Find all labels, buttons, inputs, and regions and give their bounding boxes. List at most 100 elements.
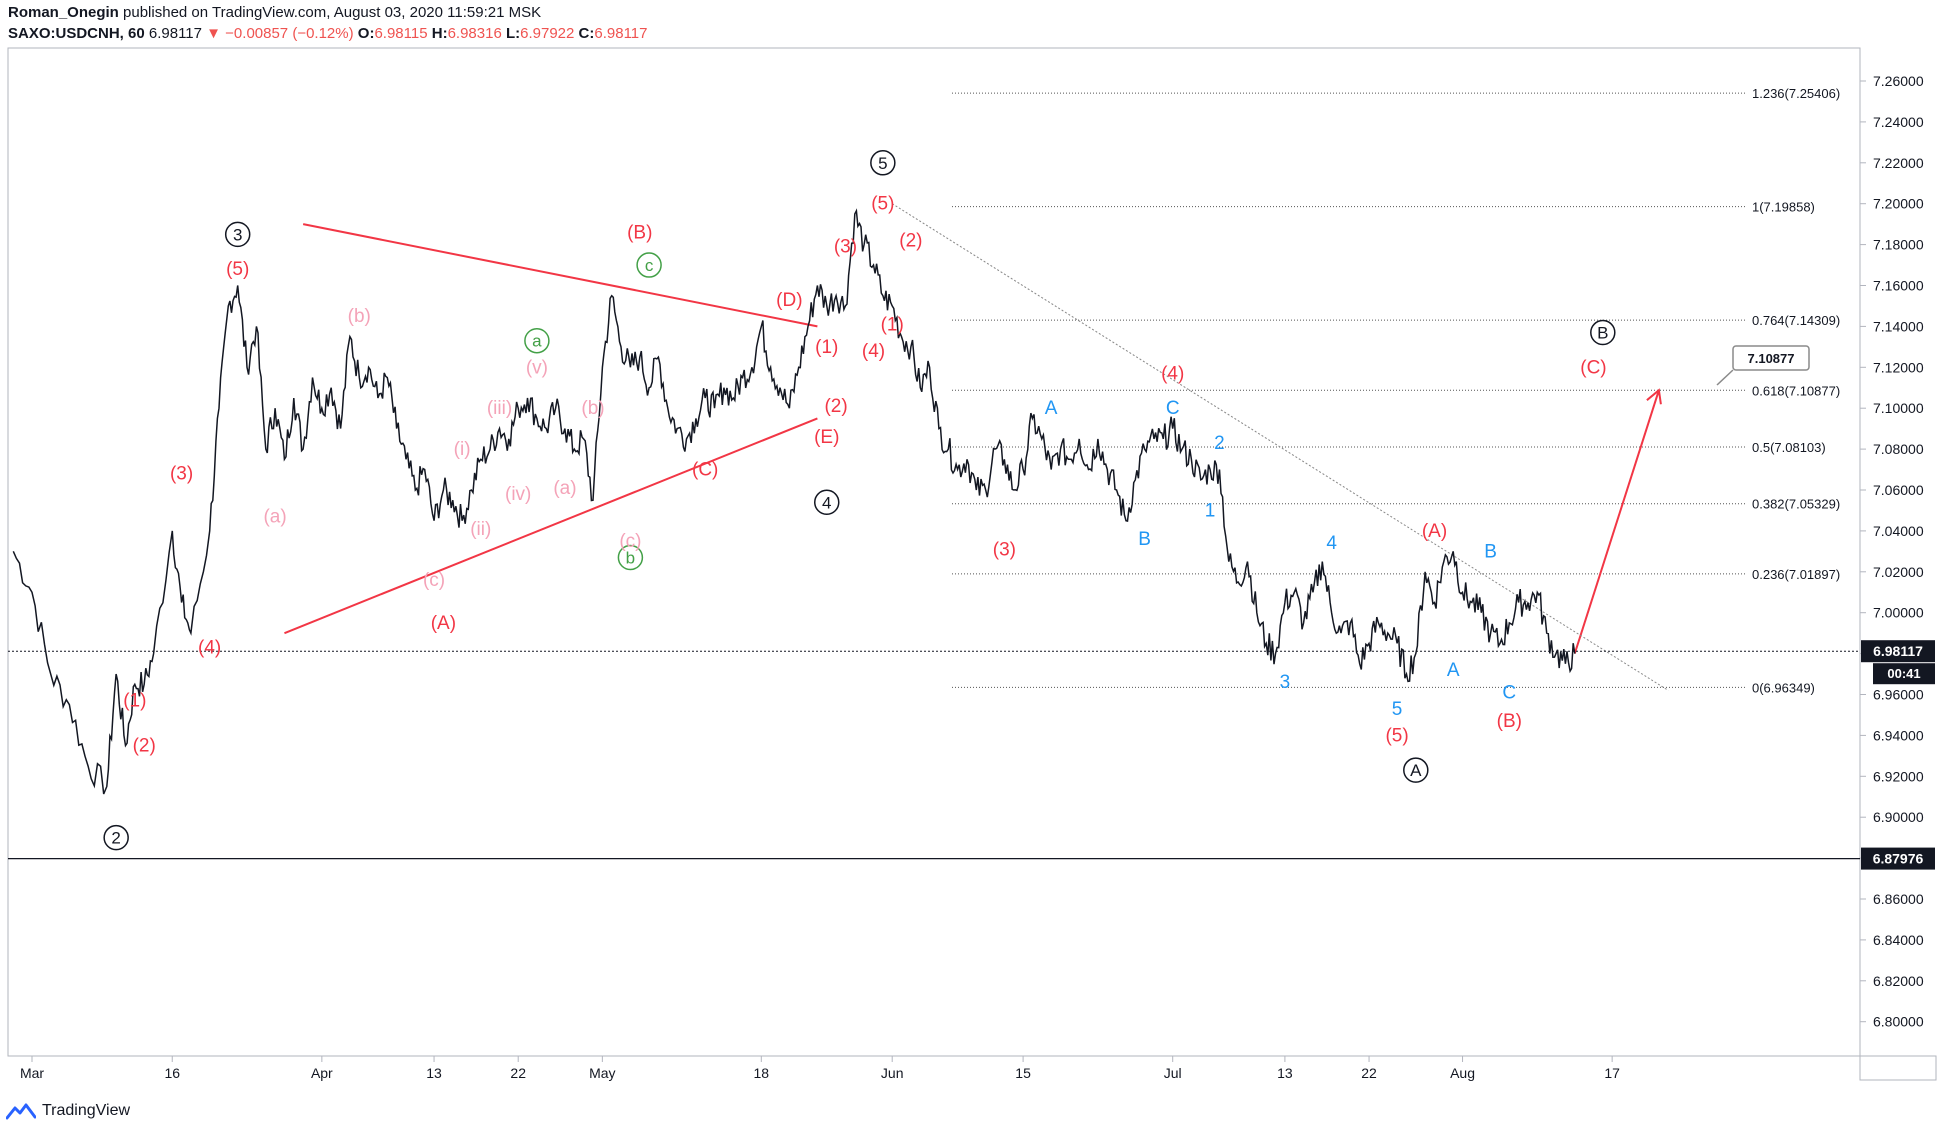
fib-retracement[interactable]: 1.236(7.25406) 1(7.19858) 0.764(7.14309) 0.… xyxy=(952,86,1840,695)
price-badges: 6.98117 00:41 6.87976 7.10877 xyxy=(1716,345,1935,870)
time-tick-label: Apr xyxy=(311,1065,333,1081)
high-label: H: xyxy=(431,25,448,42)
wave-label-circle xyxy=(224,221,251,248)
low-value: 6.97922 xyxy=(520,25,575,42)
current-price-text: 6.98117 xyxy=(1873,643,1923,659)
time-tick-label: Jun xyxy=(881,1065,904,1081)
wave-label: (1) xyxy=(123,691,146,712)
open-value: 6.98115 xyxy=(374,25,428,42)
downtrend-dotted-line xyxy=(891,203,1669,691)
price-tick-label: 7.02000 xyxy=(1873,564,1924,580)
wave-label: (4) xyxy=(198,637,221,658)
trendlines[interactable] xyxy=(284,203,1669,691)
tradingview-brand[interactable]: TradingView xyxy=(42,1102,131,1119)
low-label: L: xyxy=(505,25,521,42)
wave-label: (3) xyxy=(993,539,1016,560)
wave-label: 3 xyxy=(1280,672,1291,693)
wave-label: C xyxy=(1502,682,1516,703)
price-tick-label: 7.12000 xyxy=(1873,359,1924,375)
price-tick-label: 7.06000 xyxy=(1873,482,1924,498)
wave-label: (c) xyxy=(423,570,445,591)
close-label: C: xyxy=(578,25,595,42)
fib-level-label: 1(7.19858) xyxy=(1752,200,1815,215)
wave-label: C xyxy=(1166,398,1180,419)
wave-label: (5) xyxy=(871,194,894,215)
wave-label-circle xyxy=(617,544,644,571)
high-value: 6.98316 xyxy=(447,25,502,42)
price-series-line xyxy=(12,208,1576,795)
wave-label: 3 xyxy=(233,225,242,244)
open-label: O: xyxy=(357,25,375,42)
wave-label-circle xyxy=(870,150,896,176)
wave-label-circle xyxy=(636,252,662,278)
price-change: ▼ −0.00857 (−0.12%) xyxy=(206,25,354,42)
price-tick-label: 6.86000 xyxy=(1873,891,1924,907)
wave-label: B xyxy=(1597,324,1608,343)
price-tick-label: 6.90000 xyxy=(1873,809,1924,825)
countdown-text: 00:41 xyxy=(1887,666,1920,681)
wave-label: A xyxy=(1447,660,1460,681)
price-tick-label: 7.04000 xyxy=(1873,523,1924,539)
wave-label: (A) xyxy=(431,613,456,634)
fib-level-label: 0.618(7.10877) xyxy=(1752,383,1840,398)
wave-label: (a) xyxy=(263,507,286,528)
wave-label: (2) xyxy=(133,736,156,757)
target-callout-pointer xyxy=(1716,369,1734,386)
time-tick-label: Jul xyxy=(1164,1065,1182,1081)
wave-label-circle xyxy=(1590,319,1616,346)
wave-label: 4 xyxy=(1326,533,1337,554)
wave-label: b xyxy=(626,548,635,567)
wave-label: (D) xyxy=(776,290,802,311)
wave-label: (C) xyxy=(692,460,718,481)
wave-label: (C) xyxy=(1580,357,1606,378)
price-tick-label: 6.94000 xyxy=(1873,727,1924,743)
wave-label: 5 xyxy=(878,154,887,173)
wave-label: a xyxy=(532,332,542,351)
fib-level-label: 0.764(7.14309) xyxy=(1752,313,1840,328)
wave-label: (B) xyxy=(627,222,652,243)
wave-label: 2 xyxy=(111,829,120,848)
axis-corner-box xyxy=(1859,1055,1937,1081)
author-name[interactable]: Roman_Onegin xyxy=(8,4,119,21)
price-axis[interactable]: 6.800006.820006.840006.860006.880006.900… xyxy=(1860,73,1924,1030)
close-value: 6.98117 xyxy=(594,25,648,42)
wave-label: (c) xyxy=(619,531,641,552)
wave-label-circle xyxy=(814,489,840,516)
wave-label: 2 xyxy=(1214,433,1225,454)
horizontal-lines xyxy=(8,650,1860,860)
wave-label: B xyxy=(1484,541,1497,562)
triangle-upper-line xyxy=(302,223,818,328)
wave-label: A xyxy=(1045,398,1058,419)
chart-frame xyxy=(7,47,1861,1057)
crosshair-price-badge xyxy=(1861,847,1935,870)
wave-label: (b) xyxy=(581,398,604,419)
wave-label: (ii) xyxy=(470,519,491,540)
wave-label: (v) xyxy=(526,357,548,378)
published-text: published on TradingView.com, August 03,… xyxy=(123,4,542,21)
wave-label: B xyxy=(1138,529,1151,550)
time-tick-label: Aug xyxy=(1450,1065,1475,1081)
time-tick-label: 18 xyxy=(754,1065,770,1081)
price-tick-label: 7.08000 xyxy=(1873,441,1924,457)
price-tick-label: 6.80000 xyxy=(1873,1014,1924,1030)
fib-level-label: 0.382(7.05329) xyxy=(1752,497,1840,512)
wave-label: (b) xyxy=(348,306,371,327)
wave-label: (5) xyxy=(1385,725,1408,746)
symbol-label[interactable]: SAXO:USDCNH, 60 xyxy=(8,25,145,42)
wave-label: (4) xyxy=(862,341,885,362)
price-tick-label: 7.14000 xyxy=(1873,318,1924,334)
wave-label: (3) xyxy=(170,464,193,485)
time-tick-label: 15 xyxy=(1015,1065,1031,1081)
fib-level-label: 0(6.96349) xyxy=(1752,680,1815,695)
price-tick-label: 7.18000 xyxy=(1873,237,1924,253)
wave-label: c xyxy=(645,256,654,275)
wave-labels: 2345AB(5)(3)(4)(1)(2)(A)(B)(C)(D)(E)(5)(… xyxy=(103,150,1616,851)
fib-level-label: 0.236(7.01897) xyxy=(1752,567,1840,582)
price-tick-label: 7.00000 xyxy=(1873,605,1924,621)
crosshair-price-text: 6.87976 xyxy=(1873,851,1924,867)
wave-label: (5) xyxy=(226,259,249,280)
wave-label: (a) xyxy=(553,478,576,499)
time-axis[interactable]: Mar 16 Apr 13 22 May 18 Jun 15 Jul 13 22 Aug 17 xyxy=(20,1056,1620,1081)
wave-label: (iv) xyxy=(505,484,531,505)
